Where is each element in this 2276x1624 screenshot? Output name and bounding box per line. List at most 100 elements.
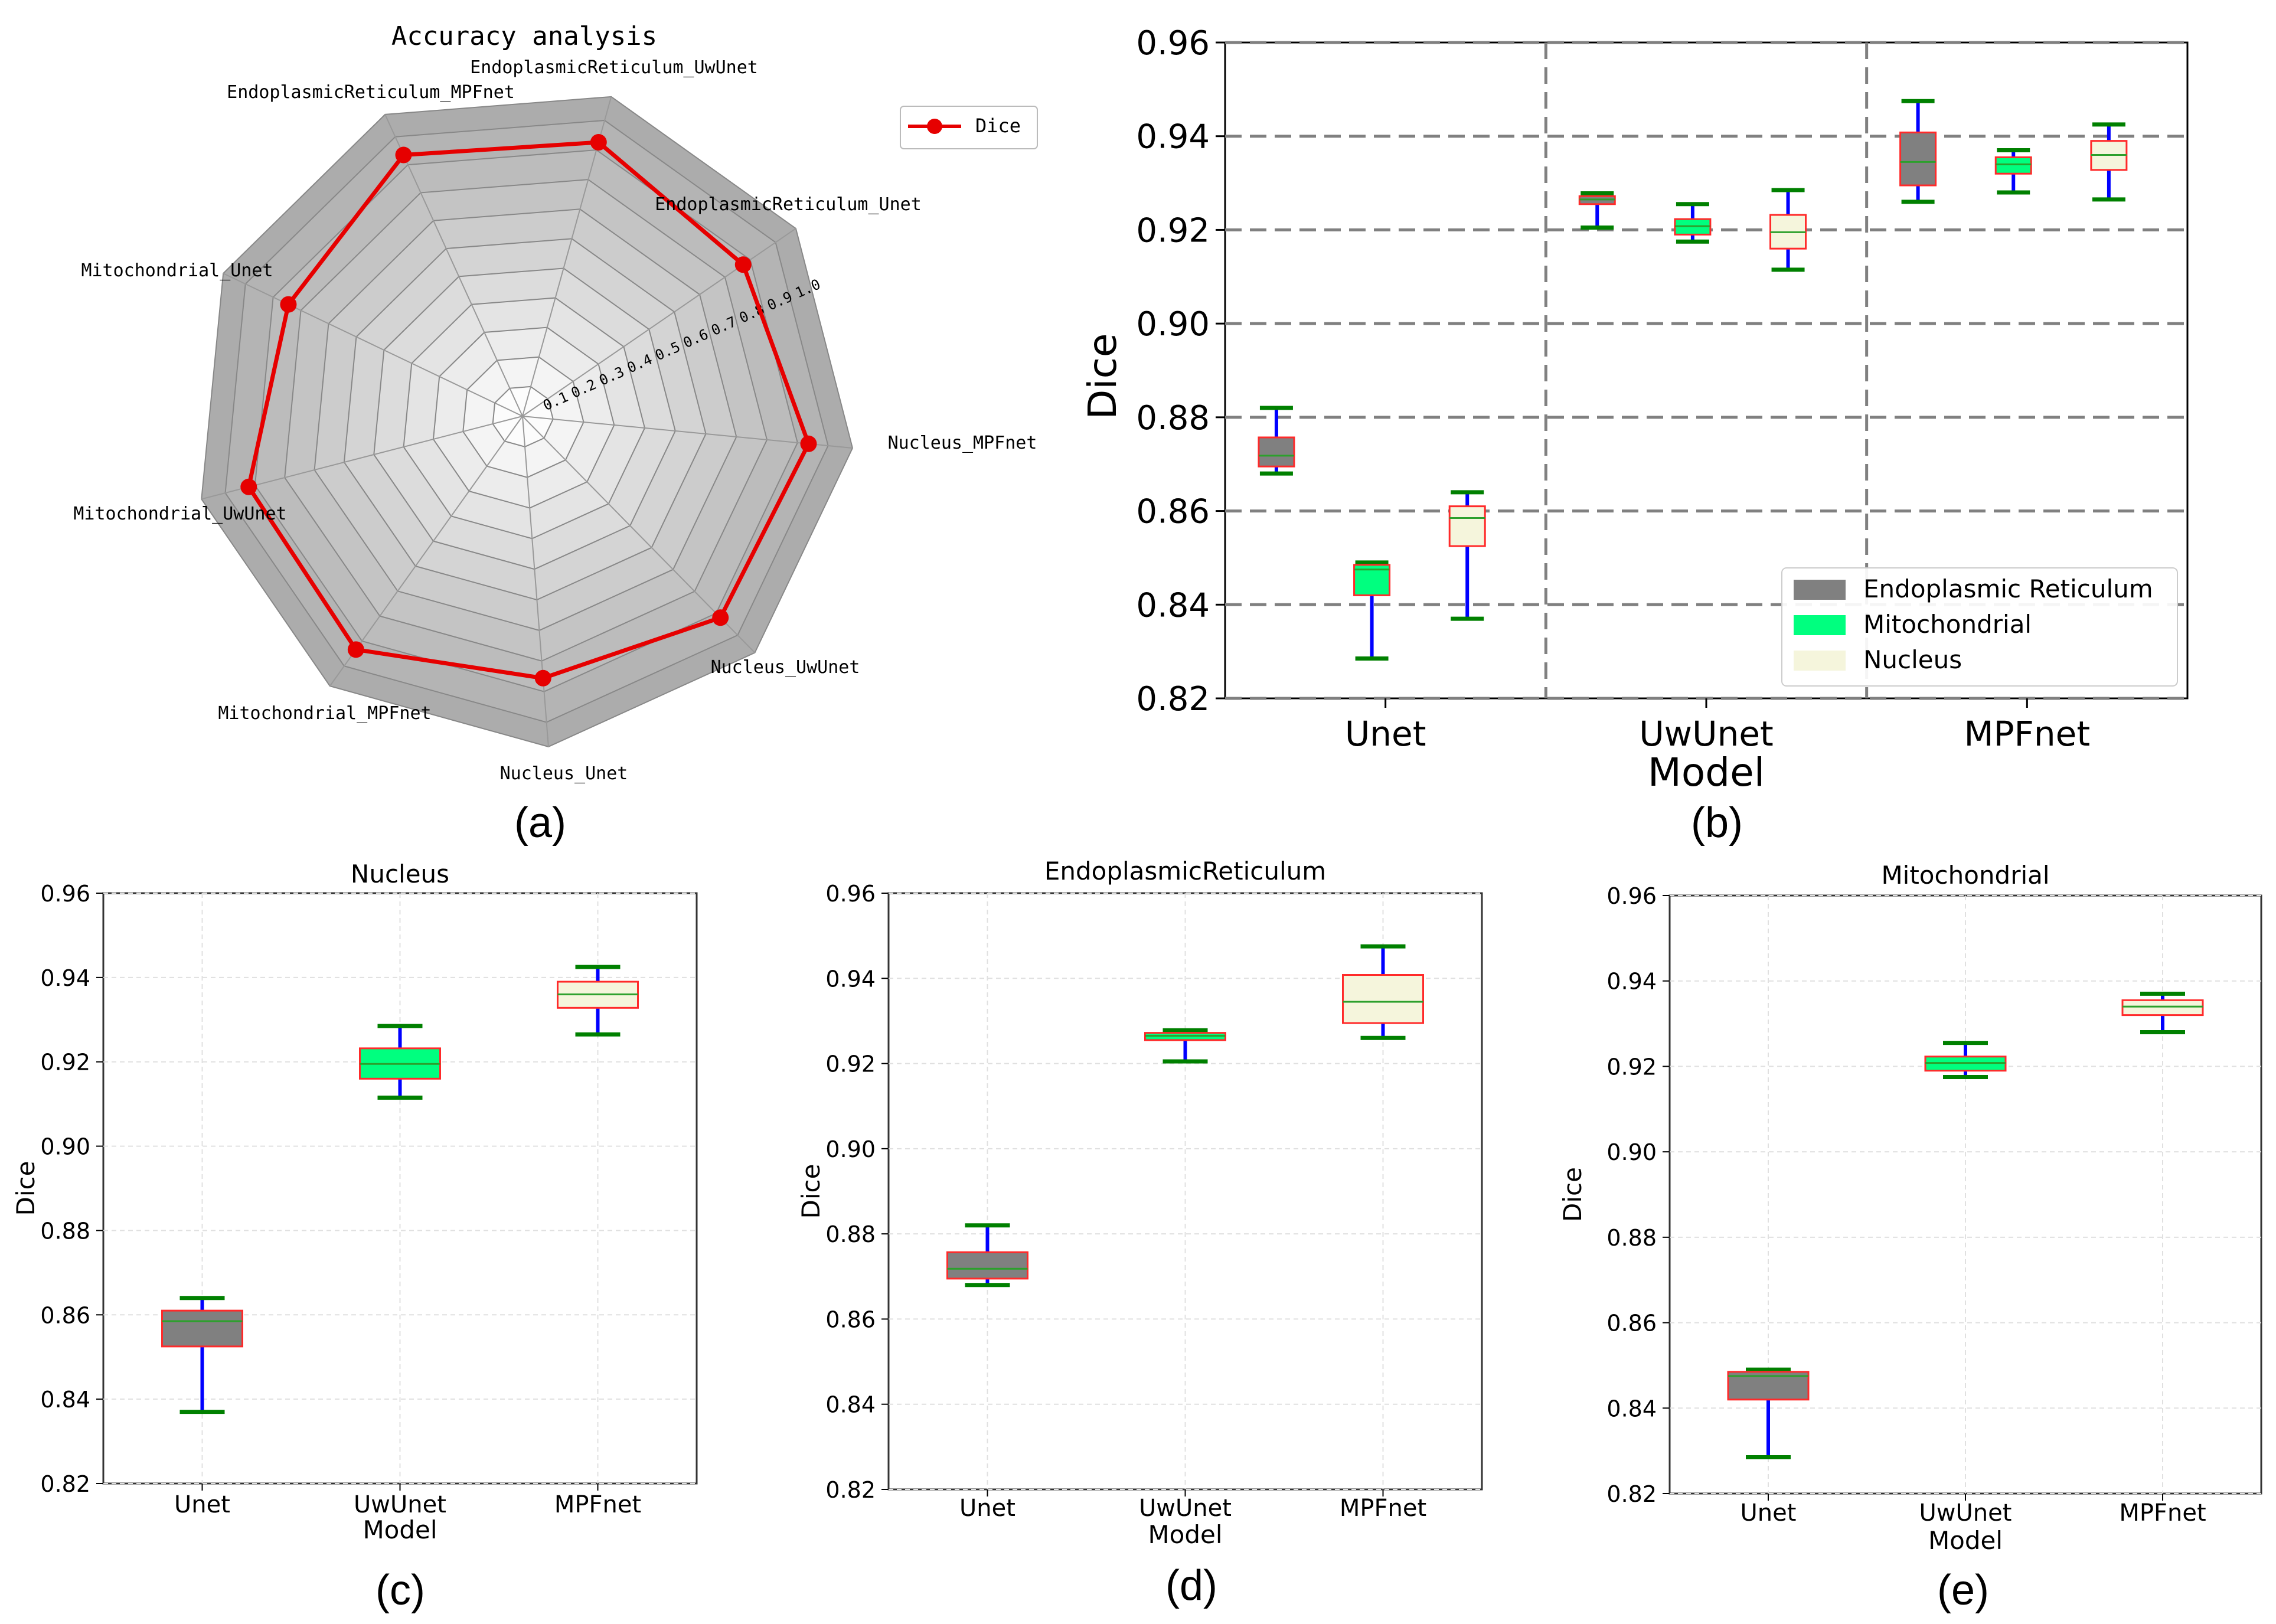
y-tick-label: 0.84 <box>1136 586 1210 625</box>
panel-b-box-chart: 0.82 0.84 0.86 0.88 0.90 0.92 0.94 0.96 Unet UwUn… <box>1080 24 2189 795</box>
y-axis-label: Dice <box>1080 333 1125 419</box>
legend-label: Endoplasmic Reticulum <box>1863 574 2153 603</box>
x-tick-label: UwUnet <box>1919 1499 2012 1527</box>
radar-category-label: Mitochondrial_Unet <box>81 260 273 281</box>
x-axis-label: Model <box>1148 1520 1222 1549</box>
panel-a-radar-chart: 0.10.20.30.40.50.60.70.80.91.0Endoplasmi… <box>73 21 1038 784</box>
radar-legend-marker <box>927 119 942 134</box>
legend-swatch <box>1794 651 1846 671</box>
x-tick-label: MPFnet <box>554 1491 641 1518</box>
y-tick-label: 0.90 <box>825 1136 876 1162</box>
y-axis-label: Dice <box>1558 1167 1587 1222</box>
panel-d-box-chart: 0.82 0.84 0.86 0.88 0.90 0.92 0.94 0.96 Unet UwUn… <box>796 857 1483 1549</box>
y-tick-label: 0.96 <box>1136 24 1210 63</box>
panel-label-c: (c) <box>375 1567 425 1614</box>
box-iqr <box>1258 436 1295 468</box>
legend-label: Mitochondrial <box>1863 610 2032 639</box>
x-tick-label: MPFnet <box>1964 714 2091 754</box>
radar-series-line <box>246 140 811 681</box>
panel-label-d: (d) <box>1165 1562 1217 1609</box>
radar-point <box>800 435 817 452</box>
y-tick-label: 0.94 <box>40 965 90 991</box>
radar-spoke <box>522 228 796 417</box>
y-axis-label: Dice <box>11 1161 40 1216</box>
y-tick-label: 0.90 <box>40 1134 90 1160</box>
radar-category-label: EndoplasmicReticulum_UwUnet <box>470 57 758 78</box>
radar-category-label: Mitochondrial_MPFnet <box>218 703 431 724</box>
radar-spoke <box>522 416 853 449</box>
x-tick-label: UwUnet <box>1639 714 1774 754</box>
x-tick-label: Unet <box>1345 714 1426 754</box>
y-tick-label: 0.84 <box>40 1387 90 1413</box>
chart-title: Mitochondrial <box>1881 861 2049 890</box>
chart-title: EndoplasmicReticulum <box>1044 857 1326 885</box>
panel-label-a: (a) <box>514 799 566 847</box>
x-tick-label: UwUnet <box>1139 1495 1232 1522</box>
y-tick-label: 0.82 <box>40 1471 90 1497</box>
y-tick-label: 0.92 <box>825 1051 876 1077</box>
legend-swatch <box>1794 615 1846 635</box>
radar-spoke <box>329 416 523 687</box>
x-axis-label: Model <box>363 1515 437 1544</box>
x-tick-label: Unet <box>1741 1499 1797 1527</box>
y-tick-label: 0.86 <box>825 1306 876 1332</box>
radar-point <box>712 609 729 626</box>
radar-point <box>240 478 257 495</box>
radar-point <box>590 134 607 151</box>
box-iqr <box>1994 156 2032 175</box>
radar-legend-label: Dice <box>975 115 1021 137</box>
y-tick-label: 0.96 <box>40 881 90 907</box>
y-tick-label: 0.88 <box>1606 1225 1657 1251</box>
x-axis-label: Model <box>1928 1526 2003 1555</box>
y-tick-label: 0.92 <box>1136 211 1210 250</box>
y-tick-label: 0.94 <box>1136 118 1210 156</box>
y-tick-label: 0.84 <box>1606 1396 1657 1422</box>
y-tick-label: 0.88 <box>825 1221 876 1247</box>
y-tick-label: 0.92 <box>1606 1054 1657 1080</box>
x-tick-label: MPFnet <box>1340 1495 1426 1522</box>
radar-category-label: Nucleus_Unet <box>500 763 628 784</box>
y-tick-label: 0.96 <box>1606 883 1657 909</box>
legend-box <box>1781 567 2178 687</box>
box-iqr <box>1448 505 1486 547</box>
radar-spoke <box>522 416 549 747</box>
y-tick-label: 0.86 <box>40 1302 90 1328</box>
box-iqr <box>1342 974 1424 1024</box>
y-tick-label: 0.84 <box>825 1392 876 1418</box>
y-tick-label: 0.82 <box>1136 680 1210 718</box>
y-tick-label: 0.88 <box>40 1218 90 1244</box>
radar-category-label: Nucleus_MPFnet <box>888 433 1037 453</box>
radar-spoke <box>384 114 523 417</box>
y-tick-label: 0.94 <box>1606 969 1657 995</box>
y-axis-label: Dice <box>796 1164 825 1219</box>
legend-swatch <box>1794 580 1846 600</box>
radar-category-label: Nucleus_UwUnet <box>711 657 860 678</box>
radar-category-label: Mitochondrial_UwUnet <box>73 504 286 524</box>
y-tick-label: 0.82 <box>1606 1481 1657 1507</box>
y-tick-label: 0.86 <box>1606 1311 1657 1337</box>
x-tick-label: UwUnet <box>354 1491 446 1518</box>
box-iqr <box>946 1251 1028 1280</box>
x-tick-label: Unet <box>174 1491 230 1518</box>
box-iqr <box>2121 999 2204 1017</box>
y-tick-label: 0.86 <box>1136 493 1210 531</box>
radar-title: Accuracy analysis <box>391 21 657 51</box>
x-axis-label: Model <box>1648 750 1765 795</box>
y-tick-label: 0.88 <box>1136 399 1210 437</box>
box-iqr <box>161 1309 243 1348</box>
y-tick-label: 0.92 <box>40 1050 90 1076</box>
radar-category-label: EndoplasmicReticulum_Unet <box>655 194 922 215</box>
y-tick-label: 0.82 <box>825 1477 876 1503</box>
panel-label-e: (e) <box>1937 1567 1989 1614</box>
radar-legend-box <box>900 106 1038 149</box>
radar-point <box>280 296 297 313</box>
x-tick-label: Unet <box>959 1495 1015 1522</box>
x-tick-label: MPFnet <box>2119 1499 2206 1527</box>
chart-title: Nucleus <box>351 860 449 888</box>
panel-c-box-chart: 0.82 0.84 0.86 0.88 0.90 0.92 0.94 0.96 Unet UwUn… <box>11 860 698 1544</box>
radar-point <box>347 641 364 658</box>
y-tick-label: 0.90 <box>1136 305 1210 344</box>
legend-label: Nucleus <box>1863 645 1962 674</box>
panel-e-box-chart: 0.82 0.84 0.86 0.88 0.90 0.92 0.94 0.96 Unet UwUn… <box>1558 861 2262 1555</box>
